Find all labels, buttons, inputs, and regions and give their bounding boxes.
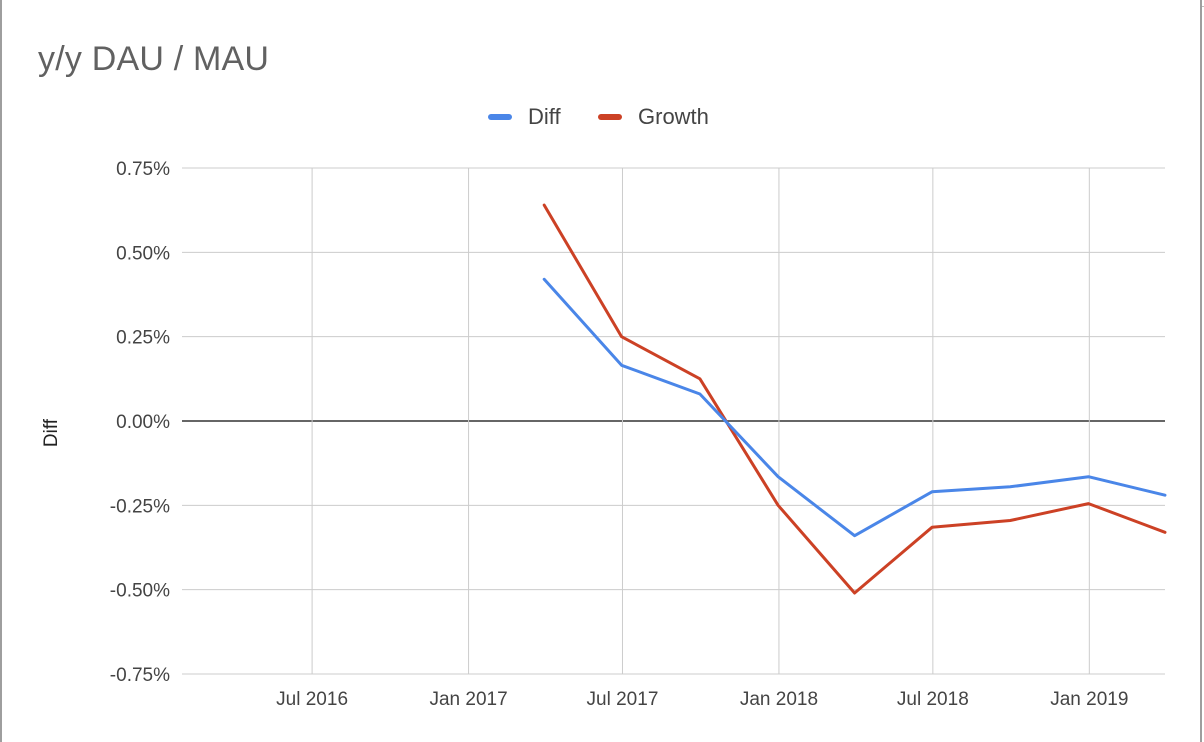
legend-swatch-growth [598, 114, 622, 120]
series-line-diff [542, 277, 1167, 538]
y-tick-label: 0.25% [116, 328, 170, 349]
legend-label-growth: Growth [638, 104, 709, 129]
x-tick-label: Jan 2018 [740, 689, 818, 710]
x-tick-label: Jul 2018 [897, 689, 969, 710]
y-tick-label: -0.25% [110, 496, 170, 517]
legend-label-diff: Diff [528, 104, 561, 129]
chart-legend: Diff Growth [0, 104, 1204, 134]
legend-item-growth[interactable]: Growth [598, 104, 709, 130]
legend-swatch-diff [488, 114, 512, 120]
legend-item-diff[interactable]: Diff [488, 104, 561, 130]
x-tick-label: Jul 2017 [587, 689, 659, 710]
y-tick-label: -0.50% [110, 581, 170, 602]
label-layer: 0.75% 0.50% 0.25% 0.00% -0.25% -0.50% -0.75% Ju… [110, 159, 1129, 710]
y-tick-label: 0.00% [116, 412, 170, 433]
y-axis-title: Diff [41, 418, 62, 447]
x-tick-label: Jul 2016 [276, 689, 348, 710]
y-tick-label: 0.75% [116, 159, 170, 180]
grid-layer [182, 167, 1165, 675]
series-line-growth [542, 203, 1167, 595]
x-tick-label: Jan 2017 [429, 689, 507, 710]
x-tick-label: Jan 2019 [1050, 689, 1128, 710]
y-tick-label: 0.50% [116, 243, 170, 264]
chart-title: y/y DAU / MAU [38, 40, 270, 78]
series-layer [542, 203, 1167, 595]
y-tick-label: -0.75% [110, 665, 170, 686]
